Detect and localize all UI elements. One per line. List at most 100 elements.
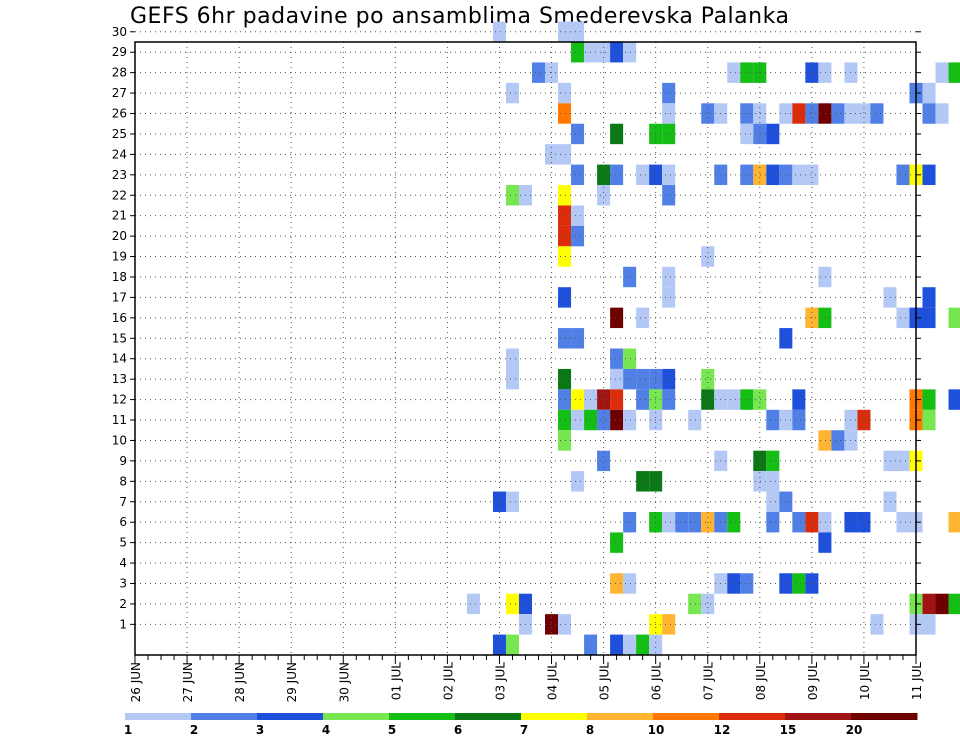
precip-cell	[558, 368, 572, 390]
precip-cell	[883, 450, 897, 472]
y-tick-label: 6	[119, 515, 127, 529]
precip-cell	[558, 103, 572, 124]
precip-cell	[610, 634, 624, 655]
precip-cell	[948, 307, 960, 329]
precip-cell	[727, 62, 741, 83]
y-tick-label: 16	[112, 311, 127, 325]
precip-cell	[571, 409, 585, 431]
precip-cell	[896, 511, 910, 533]
precip-cell	[792, 409, 806, 431]
precip-cell	[571, 471, 585, 492]
precip-cell	[922, 103, 936, 124]
precip-cell	[805, 103, 819, 124]
x-tick-label: 05 JUL	[598, 662, 612, 700]
precip-cell	[935, 62, 949, 83]
precip-cell	[753, 389, 767, 410]
precip-cell	[753, 123, 767, 145]
precip-cell	[922, 409, 936, 431]
precip-cell	[610, 348, 624, 369]
precip-cell	[753, 450, 767, 472]
precip-cell	[610, 409, 624, 431]
x-tick-label: 04 JUL	[546, 662, 560, 700]
x-tick-label: 27 JUN	[181, 662, 195, 702]
y-tick-label: 25	[112, 127, 127, 141]
y-tick-label: 14	[112, 352, 127, 366]
precip-cell	[466, 593, 480, 615]
precip-cell	[701, 368, 715, 390]
y-tick-label: 22	[112, 188, 127, 202]
precip-cell	[935, 593, 949, 615]
precip-cell	[883, 491, 897, 512]
precip-cell	[805, 164, 819, 186]
precip-cell	[662, 287, 676, 308]
precip-cell	[610, 307, 624, 329]
precip-cell	[922, 389, 936, 410]
precip-cell	[610, 164, 624, 186]
precip-cell	[545, 144, 559, 165]
precip-cell	[571, 42, 585, 63]
precip-cell	[558, 225, 572, 247]
y-tick-label: 20	[112, 229, 127, 243]
y-tick-label: 29	[112, 45, 127, 59]
precip-cell	[922, 593, 936, 615]
precip-cell	[662, 123, 676, 145]
precip-cell	[623, 573, 637, 594]
colorbar-segment	[455, 713, 522, 720]
precip-cell	[935, 103, 949, 124]
y-tick-label: 3	[119, 576, 127, 590]
y-tick-label: 30	[112, 25, 127, 39]
colorbar-label: 15	[780, 723, 797, 737]
precip-cell	[831, 103, 845, 124]
colorbar-segment	[521, 713, 588, 720]
x-tick-label: 08 JUL	[754, 662, 768, 700]
precip-cell	[623, 348, 637, 369]
x-tick-label: 03 JUL	[493, 662, 507, 700]
precip-cell	[610, 532, 624, 553]
precip-cell	[571, 123, 585, 145]
precip-cell	[740, 103, 754, 124]
precip-cell	[505, 368, 519, 390]
precip-cell	[636, 634, 650, 655]
precip-cell	[766, 123, 780, 145]
precip-cell	[896, 164, 910, 186]
colorbar-label: 3	[256, 723, 264, 737]
precip-cell	[623, 409, 637, 431]
precip-cell	[922, 82, 936, 104]
precip-cell	[727, 511, 741, 533]
grid-lines	[135, 31, 916, 655]
precip-cell	[948, 511, 960, 533]
precip-cell	[662, 164, 676, 186]
precip-cell	[701, 103, 715, 124]
y-axis: 1234567891011121314151617181920212223242…	[112, 25, 921, 631]
y-tick-label: 1	[119, 617, 127, 631]
x-tick-label: 28 JUN	[233, 662, 247, 702]
colorbar-label: 10	[648, 723, 665, 737]
y-tick-label: 8	[119, 474, 127, 488]
colorbar-segment	[389, 713, 456, 720]
precip-cell	[558, 614, 572, 635]
x-tick-label: 29 JUN	[285, 662, 299, 702]
colorbar-segment	[587, 713, 654, 720]
precip-cell	[701, 593, 715, 615]
precip-cell	[792, 389, 806, 410]
colorbar-segment	[719, 713, 786, 720]
precip-cell	[740, 573, 754, 594]
y-tick-label: 9	[119, 454, 127, 468]
precip-cell	[870, 614, 884, 635]
precip-cell	[662, 103, 676, 124]
precip-cell	[688, 593, 702, 615]
precip-cell	[753, 103, 767, 124]
precip-cell	[818, 532, 832, 553]
precip-cell	[870, 103, 884, 124]
precip-cell	[727, 573, 741, 594]
chart-title: GEFS 6hr padavine po ansamblima Smederev…	[130, 4, 790, 29]
y-tick-label: 21	[112, 209, 127, 223]
precip-cell	[740, 123, 754, 145]
precip-cell	[766, 491, 780, 512]
y-tick-label: 17	[112, 290, 127, 304]
precip-cell	[948, 62, 960, 83]
precip-cell	[766, 409, 780, 431]
colorbar-segment	[191, 713, 258, 720]
precip-cell	[740, 164, 754, 186]
